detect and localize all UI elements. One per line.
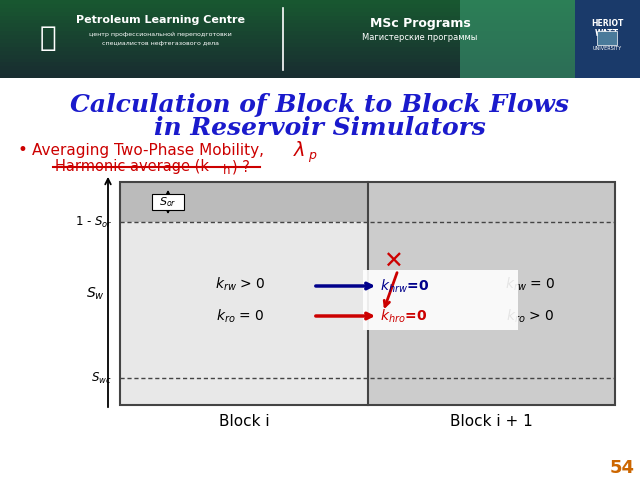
Text: $k_{ro}$ > 0: $k_{ro}$ > 0 [506, 307, 554, 324]
Text: Averaging Two-Phase Mobility,: Averaging Two-Phase Mobility, [32, 143, 269, 157]
Text: 54: 54 [609, 459, 634, 477]
Bar [368, 378, 615, 405]
Bar [120, 182, 615, 405]
Text: Petroleum Learning Centre: Petroleum Learning Centre [76, 15, 244, 25]
Bar [0, 42, 640, 47]
Bar [0, 65, 640, 70]
Text: 1 - $S_{or}$: 1 - $S_{or}$ [74, 215, 112, 229]
Bar [0, 69, 640, 74]
Bar [363, 270, 518, 330]
Bar [120, 378, 368, 405]
Text: $\lambda$: $\lambda$ [293, 141, 305, 159]
Bar [0, 19, 640, 24]
Bar [0, 30, 640, 35]
Text: h: h [223, 164, 230, 177]
Text: $k_{rw}$ = 0: $k_{rw}$ = 0 [505, 276, 556, 293]
Bar [120, 182, 368, 222]
Text: Магистерские программы: Магистерские программы [362, 34, 477, 43]
Bar [368, 182, 615, 222]
Bar [460, 0, 640, 78]
Text: Harmonic average (k: Harmonic average (k [55, 159, 209, 175]
Bar [0, 73, 640, 78]
Text: $k_{rw}$ > 0: $k_{rw}$ > 0 [214, 276, 266, 293]
Bar [0, 23, 640, 27]
Text: специалистов нефтегазового дела: специалистов нефтегазового дела [102, 40, 218, 46]
Bar [368, 222, 615, 378]
Text: ✕: ✕ [383, 250, 403, 274]
Bar [0, 0, 640, 4]
Text: •: • [17, 141, 27, 159]
Text: $S_{wc}$: $S_{wc}$ [92, 371, 112, 385]
Text: $k_{hro}$=0: $k_{hro}$=0 [380, 307, 427, 324]
Text: центр профессиональной переподготовки: центр профессиональной переподготовки [88, 31, 232, 36]
Text: 🐦: 🐦 [40, 24, 56, 52]
Text: Calculation of Block to Block Flows: Calculation of Block to Block Flows [70, 93, 570, 117]
Text: HERIOT: HERIOT [591, 19, 623, 27]
Bar [575, 0, 640, 78]
Bar [0, 3, 640, 8]
Bar [0, 34, 640, 39]
Text: WATT: WATT [595, 29, 619, 38]
Bar [0, 50, 640, 55]
Bar [597, 31, 617, 45]
Text: Block i + 1: Block i + 1 [450, 413, 533, 429]
Text: $S_{or}$: $S_{or}$ [159, 195, 177, 209]
Text: $S_w$: $S_w$ [86, 285, 104, 302]
Bar [0, 38, 640, 43]
Text: $k_{hrw}$=0: $k_{hrw}$=0 [380, 277, 429, 295]
Bar [0, 7, 640, 12]
Bar [0, 26, 640, 31]
Bar [120, 222, 368, 378]
Bar [152, 194, 184, 210]
Bar [0, 61, 640, 66]
Bar [0, 54, 640, 59]
Text: UNIVERSITY: UNIVERSITY [593, 46, 621, 50]
Text: $k_{ro}$ = 0: $k_{ro}$ = 0 [216, 307, 264, 324]
Text: Block i: Block i [219, 413, 269, 429]
Text: p: p [308, 148, 316, 161]
Bar [0, 11, 640, 16]
Text: MSc Programs: MSc Programs [370, 16, 470, 29]
Bar [0, 14, 640, 20]
Bar [0, 58, 640, 62]
Text: in Reservoir Simulators: in Reservoir Simulators [154, 116, 486, 140]
Bar [0, 46, 640, 51]
Text: ) ?: ) ? [232, 159, 250, 175]
